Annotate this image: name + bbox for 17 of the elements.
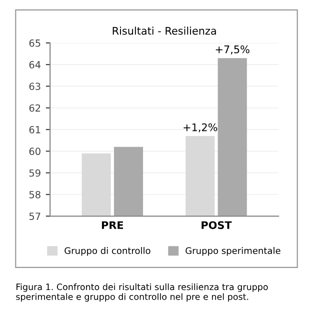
y-tick-label: 59 [29,169,40,177]
x-tick-label: POST [202,221,232,230]
y-tick-label: 64 [29,61,41,68]
y-tick-label: 63 [29,82,40,90]
y-tick-label: 61 [29,126,40,134]
legend-label: Gruppo sperimentale [186,247,280,256]
y-tick-label: 60 [29,148,40,156]
annotation: +7,5% [216,45,250,54]
chart-title: Risultati - Resilienza [112,26,216,35]
x-tick-label: PRE [102,221,124,229]
text: Figura 1. Confronto dei risultati sulla resilienza tra gruppo sperimentale e gruppo di controllo nel pre e nel post. [16,283,268,302]
annotation: +1,2% [184,123,218,132]
legend-label: Gruppo di controllo [64,247,150,256]
y-tick-label: 62 [29,104,40,112]
y-tick-label: 65 [29,39,40,47]
y-tick-label: 57 [29,212,40,220]
y-tick-label: 58 [29,190,40,198]
